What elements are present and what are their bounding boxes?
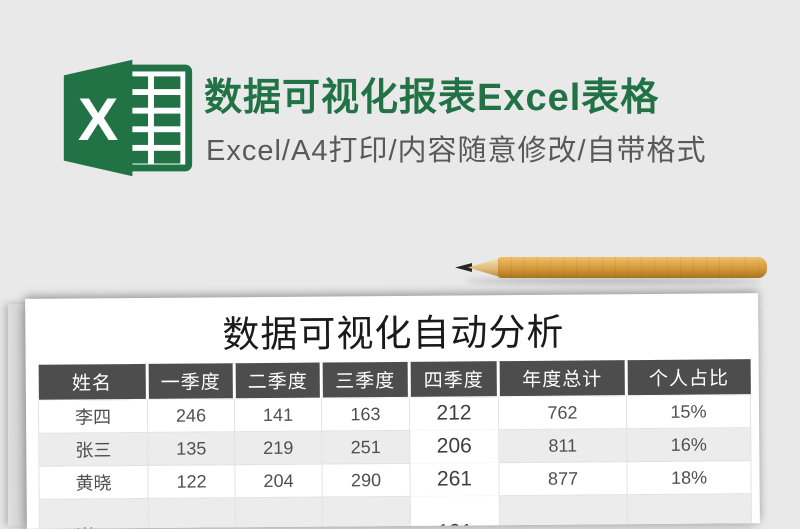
table-row: 张三 135 219 251 206 811 16%	[38, 427, 751, 467]
logo-x-letter: X	[78, 85, 119, 153]
cell-q2: 141	[234, 398, 322, 432]
cell-name: 谢三	[39, 498, 149, 529]
cell-q2: 219	[234, 431, 322, 465]
cell-share: 16%	[626, 427, 751, 462]
table-header-row: 姓名 一季度 二季度 三季度 四季度 年度总计 个人占比	[38, 359, 751, 401]
col-header-name: 姓名	[38, 363, 148, 401]
cell-q4: 206	[409, 429, 499, 464]
pencil-decoration	[455, 257, 767, 284]
cell-share: 15%	[626, 394, 751, 429]
col-header-q3: 三季度	[321, 361, 410, 399]
pencil-tip-icon	[455, 263, 472, 272]
data-table: 姓名 一季度 二季度 三季度 四季度 年度总计 个人占比 李四 246 141 …	[38, 359, 753, 529]
col-header-q2: 二季度	[234, 362, 322, 399]
cell-q1: 135	[147, 431, 235, 466]
cell-q3: 251	[321, 430, 410, 465]
table-row: 李四 246 141 163 212 762 15%	[38, 394, 751, 434]
col-header-q4: 四季度	[409, 361, 499, 398]
col-header-total: 年度总计	[498, 360, 627, 397]
cell-q1: 200	[148, 497, 236, 529]
cell-name: 黄晓	[38, 465, 149, 500]
table-row: 谢三 200 254 278 191 923 18%	[39, 493, 752, 529]
pencil-cone	[468, 258, 500, 277]
cell-name: 张三	[38, 432, 148, 467]
sheet-preview: 数据可视化自动分析 姓名 一季度 二季度 三季度 四季度 年度总计 个人占比 李…	[25, 293, 760, 529]
pencil-shadow	[465, 278, 761, 284]
cell-q1: 122	[147, 464, 236, 499]
page-title: 数据可视化报表Excel表格	[204, 77, 660, 119]
cell-q4: 212	[409, 396, 499, 431]
cell-total: 762	[498, 395, 627, 430]
cell-q2: 254	[235, 497, 323, 529]
cell-q3: 163	[321, 397, 410, 432]
table-title: 数据可视化自动分析	[222, 311, 565, 356]
cell-share: 18%	[626, 460, 752, 495]
cell-q1: 246	[147, 398, 235, 433]
cell-total: 811	[498, 428, 627, 463]
table-row: 黄晓 122 204 290 261 877 18%	[38, 460, 752, 500]
col-header-q1: 一季度	[147, 363, 235, 400]
excel-logo: X	[63, 59, 193, 177]
cell-q2: 204	[234, 464, 323, 498]
cell-q4: 191	[410, 495, 500, 529]
page-subtitle: Excel/A4打印/内容随意修改/自带格式	[206, 135, 707, 167]
cell-q4: 261	[409, 462, 500, 497]
cell-q3: 278	[322, 496, 411, 529]
cell-total: 877	[498, 461, 628, 496]
pencil-body	[498, 257, 767, 278]
cell-share: 18%	[627, 493, 752, 529]
spreadsheet-icon: X	[63, 59, 193, 177]
cell-q3: 290	[321, 463, 411, 498]
cell-name: 李四	[38, 399, 148, 434]
cell-total: 923	[499, 494, 628, 529]
col-header-share: 个人占比	[626, 359, 751, 396]
